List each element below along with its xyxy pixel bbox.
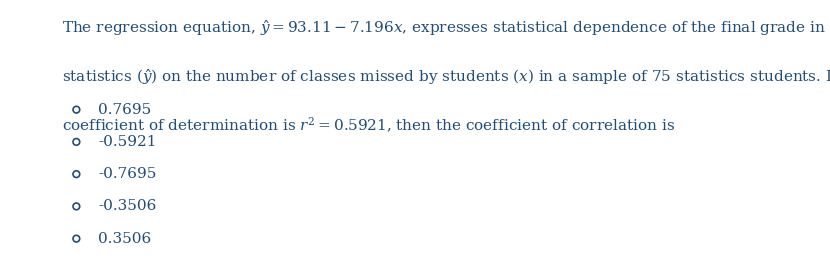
- Text: -0.5921: -0.5921: [98, 135, 156, 149]
- Text: The regression equation, $\hat{y} = 93.11 - 7.196x$, expresses statistical depen: The regression equation, $\hat{y} = 93.1…: [62, 18, 826, 38]
- Text: statistics ($\hat{y}$) on the number of classes missed by students ($x$) in a sa: statistics ($\hat{y}$) on the number of …: [62, 67, 830, 87]
- Text: 0.7695: 0.7695: [98, 103, 151, 117]
- Text: -0.7695: -0.7695: [98, 167, 156, 181]
- Text: coefficient of determination is $r^2 = 0.5921$, then the coefficient of correlat: coefficient of determination is $r^2 = 0…: [62, 116, 676, 135]
- Text: 0.3506: 0.3506: [98, 232, 151, 246]
- Text: -0.3506: -0.3506: [98, 199, 156, 213]
